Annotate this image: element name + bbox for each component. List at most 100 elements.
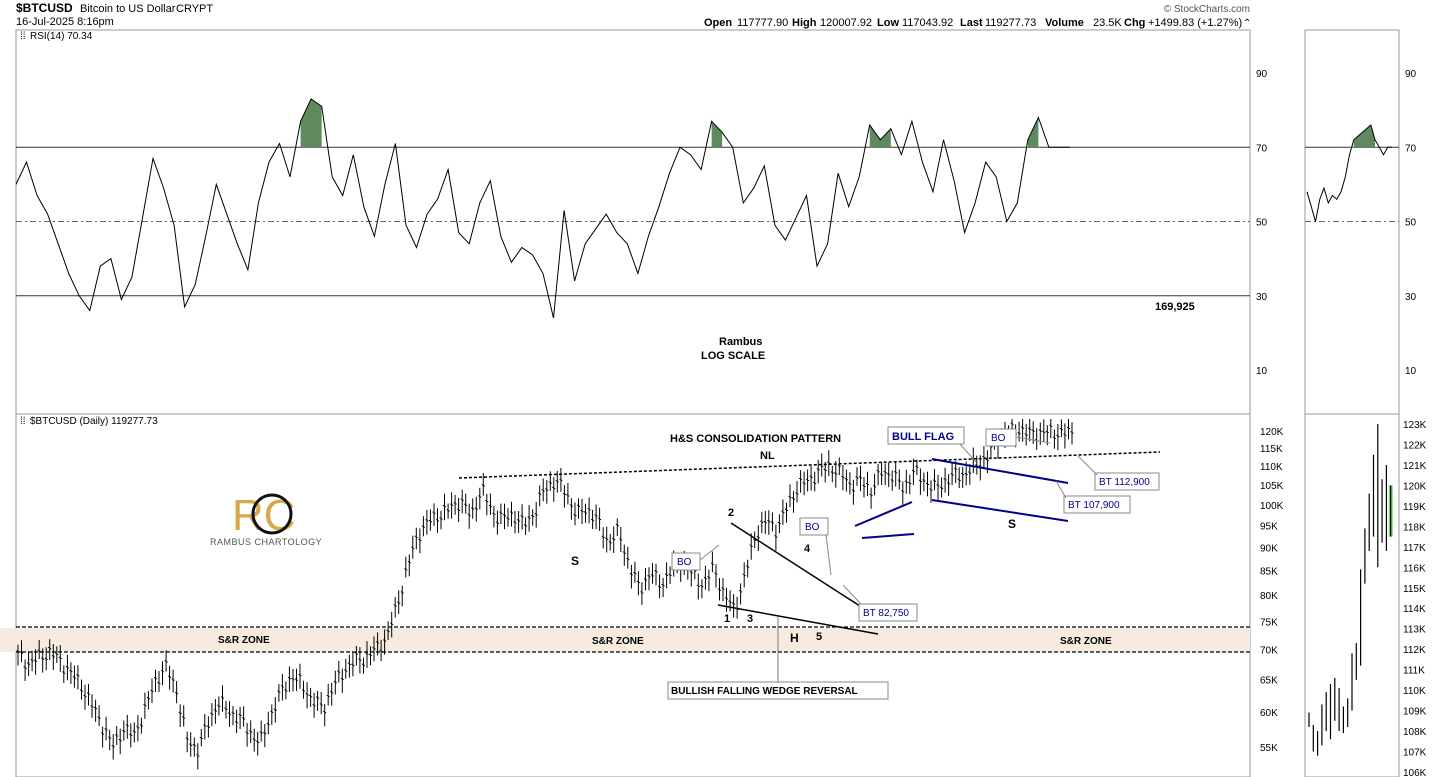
price-y-tick: 75K [1260, 617, 1278, 628]
price-zoom-y-tick: 115K [1403, 584, 1426, 595]
neckline-label: NL [760, 450, 775, 462]
low-value: 117043.92 [902, 17, 953, 29]
sr-zone-label-right: S&R ZONE [1060, 636, 1112, 647]
price-zoom-y-tick: 119K [1403, 502, 1426, 513]
rsi-y-tick: 70 [1256, 143, 1268, 154]
open-value: 117777.90 [737, 17, 788, 29]
symbol: $BTCUSD [16, 1, 73, 15]
bt-82750-label: BT 82,750 [863, 608, 909, 619]
chg-label: Chg [1124, 17, 1145, 29]
rsi-y-tick: 30 [1256, 292, 1268, 303]
head-label: H [790, 631, 799, 645]
rsi-zoom-y-tick: 30 [1405, 292, 1417, 303]
bo-pointer-right [1015, 436, 1051, 444]
bo-pointer-middle [825, 534, 832, 576]
bull-flag-label: BULL FLAG [892, 431, 954, 443]
wedge-point-2: 2 [728, 507, 734, 519]
price-legend-icon: ⁞⁞ [20, 416, 26, 427]
chg-value: +1499.83 (+1.27%) [1148, 17, 1242, 29]
price-zoom-y-tick: 118K [1403, 522, 1426, 533]
rsi-overbought-fill [711, 121, 723, 148]
price-y-tick: 85K [1260, 567, 1278, 578]
price-y-tick: 115K [1260, 444, 1283, 455]
price-zoom-y-tick: 123K [1403, 420, 1427, 431]
price-y-tick: 70K [1260, 645, 1278, 656]
wedge-callout-label: BULLISH FALLING WEDGE REVERSAL [671, 686, 858, 697]
price-y-tick: 120K [1260, 427, 1284, 438]
open-label: Open [704, 17, 732, 29]
rsi-series-line [15, 98, 1070, 319]
bt-112900-box [1094, 472, 1160, 491]
rsi-overbought-fill [300, 98, 322, 148]
price-zoom-y-tick: 109K [1403, 707, 1427, 718]
rambus-label: Rambus [719, 336, 762, 348]
price-y-tick: 95K [1260, 522, 1278, 533]
rsi-zoom-overbought-fill [1353, 124, 1375, 148]
wedge-callout-box [667, 681, 889, 700]
bt-107900-box [1063, 495, 1131, 514]
price-zoom-y-tick: 111K [1403, 666, 1425, 677]
wedge-upper-line [730, 522, 864, 609]
volume-label: Volume [1045, 17, 1084, 29]
wedge-point-5: 5 [816, 631, 822, 643]
bo-pointer-left [699, 544, 720, 561]
price-y-tick: 80K [1260, 591, 1278, 602]
logo-text: RAMBUS CHARTOLOGY [210, 537, 322, 547]
chart-datetime: 16-Jul-2025 8:16pm [16, 16, 114, 28]
rsi-zoom-panel: 90 70 50 30 10 [1305, 69, 1417, 377]
flag-upper-line [931, 458, 1069, 484]
bt-107900-label: BT 107,900 [1068, 500, 1120, 511]
bull-flag-box [887, 426, 965, 445]
price-panel-frame [15, 413, 1251, 777]
price-zoom-y-tick: 121K [1403, 461, 1427, 472]
rsi-overbought-fill [869, 124, 891, 148]
bt-112900-label: BT 112,900 [1099, 477, 1150, 488]
rsi-zoom-y-tick: 90 [1405, 69, 1417, 80]
price-y-tick: 110K [1260, 462, 1283, 473]
price-zoom-y-tick: 108K [1403, 727, 1427, 738]
last-label: Last [960, 17, 983, 29]
wedge-point-4: 4 [804, 543, 811, 555]
price-y-tick: 90K [1260, 544, 1278, 555]
chart-header: $BTCUSD Bitcoin to US Dollar CRYPT 16-Ju… [16, 1, 1251, 29]
rsi-y-tick: 10 [1256, 366, 1268, 377]
price-zoom-y-tick: 120K [1403, 481, 1427, 492]
right-shoulder-label: S [1008, 517, 1016, 531]
flag-pole-lower [861, 533, 915, 539]
symbol-name: Bitcoin to US Dollar [80, 3, 176, 15]
rsi-legend-icon: ⁞⁞ [20, 31, 26, 42]
bt-82750-pointer [842, 584, 862, 605]
low-label: Low [877, 17, 899, 29]
rsi-zoom-y-tick: 10 [1405, 366, 1417, 377]
price-zoom-y-tick: 114K [1403, 604, 1426, 615]
bull-flag-pointer [959, 443, 977, 463]
sr-zone-label-center: S&R ZONE [592, 636, 644, 647]
price-zoom-y-tick: 106K [1403, 768, 1427, 777]
price-zoom-y-tick: 110K [1403, 686, 1426, 697]
rsi-zoom-series-line [1306, 124, 1392, 222]
bo-label-middle: BO [805, 522, 820, 533]
wedge-point-3: 3 [747, 613, 753, 625]
bt-107900-pointer [1055, 480, 1067, 499]
rsi-y-tick: 90 [1256, 69, 1268, 80]
volume-value: 23.5K [1093, 17, 1122, 29]
neckline [458, 451, 1161, 479]
price-title: $BTCUSD (Daily) 119277.73 [30, 416, 158, 427]
rsi-panel: ⁞⁞ RSI(14) 70.34 90 70 50 30 10 Rambus LOG S… [15, 31, 1268, 377]
log-scale-label: LOG SCALE [701, 350, 765, 362]
hs-pattern-label: H&S CONSOLIDATION PATTERN [670, 433, 841, 445]
price-zoom-y-tick: 112K [1403, 645, 1426, 656]
high-value: 120007.92 [820, 17, 872, 29]
price-zoom-frame [1304, 413, 1400, 777]
bo-box-left [671, 552, 701, 571]
flag-lower-line [931, 499, 1069, 522]
watermark: © StockCharts.com [1164, 4, 1250, 15]
bo-box-middle [799, 517, 829, 536]
price-y-tick: 100K [1260, 501, 1284, 512]
bt-82750-box [858, 603, 918, 622]
collapse-icon[interactable]: ⌃ [1243, 18, 1251, 29]
price-zoom-y-tick: 113K [1403, 625, 1426, 636]
price-y-tick: 55K [1260, 743, 1278, 754]
price-y-tick: 60K [1260, 708, 1278, 719]
